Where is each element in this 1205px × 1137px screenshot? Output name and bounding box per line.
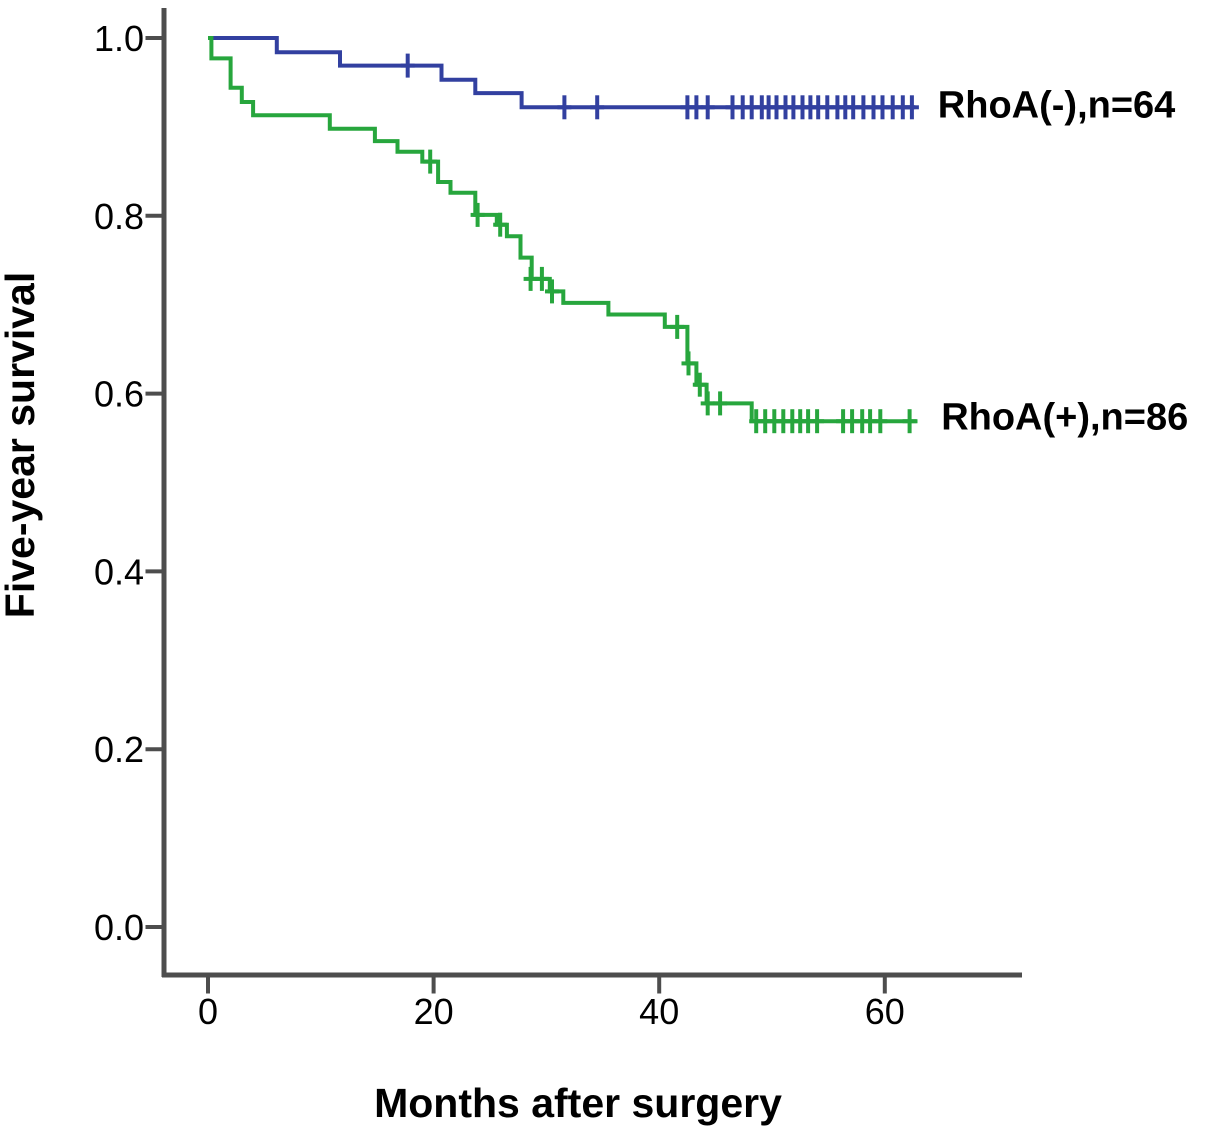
x-tick-label: 0 — [198, 991, 218, 1032]
survival-curve-RhoA-positive — [208, 36, 918, 424]
y-tick-label: 1.0 — [94, 18, 144, 59]
x-tick-label: 60 — [865, 991, 905, 1032]
x-tick-label: 40 — [639, 991, 679, 1032]
y-tick-label: 0.2 — [94, 729, 144, 770]
y-tick-label: 0.4 — [94, 551, 144, 592]
y-tick-label: 0.8 — [94, 196, 144, 237]
x-axis-title: Months after surgery — [374, 1080, 782, 1126]
y-tick-label: 0.0 — [94, 907, 144, 948]
survival-curve-RhoA-negative — [208, 36, 916, 110]
y-axis-title: Five-year survival — [0, 272, 43, 618]
series-label-RhoA-positive: RhoA(+),n=86 — [941, 397, 1188, 439]
y-tick-label: 0.6 — [94, 374, 144, 415]
series-label-RhoA-negative: RhoA(-),n=64 — [938, 85, 1176, 127]
x-tick-label: 20 — [414, 991, 454, 1032]
